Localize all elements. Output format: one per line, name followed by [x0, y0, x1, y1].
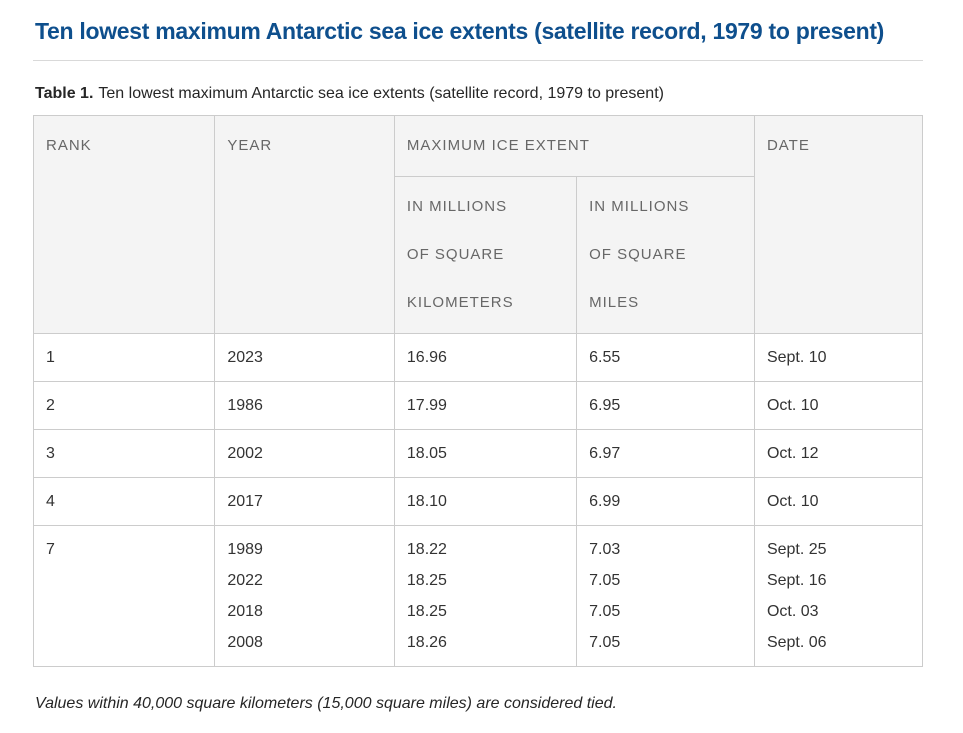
col-header-date: DATE — [753, 114, 924, 334]
cell-date: Sept. 25 Sept. 16 Oct. 03 Sept. 06 — [753, 524, 924, 667]
cell-year: 1989 2022 2018 2008 — [214, 524, 395, 667]
cell-rank: 2 — [32, 380, 216, 430]
header-row-top: RANK YEAR MAXIMUM ICE EXTENT DATE — [32, 114, 924, 334]
cell-extent-km: 18.10 — [393, 476, 578, 526]
cell-year: 1986 — [214, 380, 395, 430]
cell-extent-km: 18.22 18.25 18.25 18.26 — [393, 524, 578, 667]
cell-date: Oct. 10 — [753, 476, 924, 526]
table-row: 2 1986 17.99 6.95 Oct. 10 — [32, 380, 924, 430]
cell-extent-km: 18.05 — [393, 428, 578, 478]
table-row: 7 1989 2022 2018 2008 18.22 18.25 18.25 … — [32, 524, 924, 667]
col-header-millions-sq-km: IN MILLIONS OF SQUARE KILOMETERS — [393, 175, 578, 334]
table-row: 3 2002 18.05 6.97 Oct. 12 — [32, 428, 924, 478]
cell-rank: 7 — [32, 524, 216, 667]
col-header-rank: RANK — [32, 114, 216, 334]
table-body: 1 2023 16.96 6.55 Sept. 10 2 1986 17.99 … — [32, 332, 924, 667]
cell-date: Oct. 12 — [753, 428, 924, 478]
cell-rank: 3 — [32, 428, 216, 478]
cell-extent-mi: 6.99 — [576, 476, 755, 526]
cell-extent-mi: 6.95 — [576, 380, 755, 430]
title-divider — [33, 59, 923, 61]
sea-ice-extent-table: RANK YEAR MAXIMUM ICE EXTENT DATE IN MIL… — [32, 114, 924, 667]
cell-year: 2002 — [214, 428, 395, 478]
cell-date: Oct. 10 — [753, 380, 924, 430]
cell-extent-mi: 6.55 — [576, 332, 755, 382]
cell-year: 2017 — [214, 476, 395, 526]
table-caption: Table 1. Ten lowest maximum Antarctic sea… — [35, 85, 923, 103]
col-header-max-ice-extent: MAXIMUM ICE EXTENT — [393, 114, 755, 177]
table-caption-label: Table 1. — [35, 84, 94, 102]
col-header-year: YEAR — [214, 114, 395, 334]
footnote: Values within 40,000 square kilometers (… — [35, 694, 617, 712]
cell-extent-km: 17.99 — [393, 380, 578, 430]
col-header-millions-sq-mi: IN MILLIONS OF SQUARE MILES — [576, 175, 755, 334]
cell-rank: 1 — [32, 332, 216, 382]
cell-date: Sept. 10 — [753, 332, 924, 382]
cell-year: 2023 — [214, 332, 395, 382]
page-title: Ten lowest maximum Antarctic sea ice ext… — [35, 18, 885, 44]
header-row-sub: IN MILLIONS OF SQUARE KILOMETERS IN MILL… — [34, 175, 923, 334]
table-row: 4 2017 18.10 6.99 Oct. 10 — [32, 476, 924, 526]
table-caption-text: Ten lowest maximum Antarctic sea ice ext… — [98, 84, 664, 102]
cell-rank: 4 — [32, 476, 216, 526]
table-header: RANK YEAR MAXIMUM ICE EXTENT DATE IN MIL… — [32, 114, 924, 334]
cell-extent-mi: 6.97 — [576, 428, 755, 478]
cell-extent-mi: 7.03 7.05 7.05 7.05 — [576, 524, 755, 667]
table-row: 1 2023 16.96 6.55 Sept. 10 — [32, 332, 924, 382]
cell-extent-km: 16.96 — [393, 332, 578, 382]
